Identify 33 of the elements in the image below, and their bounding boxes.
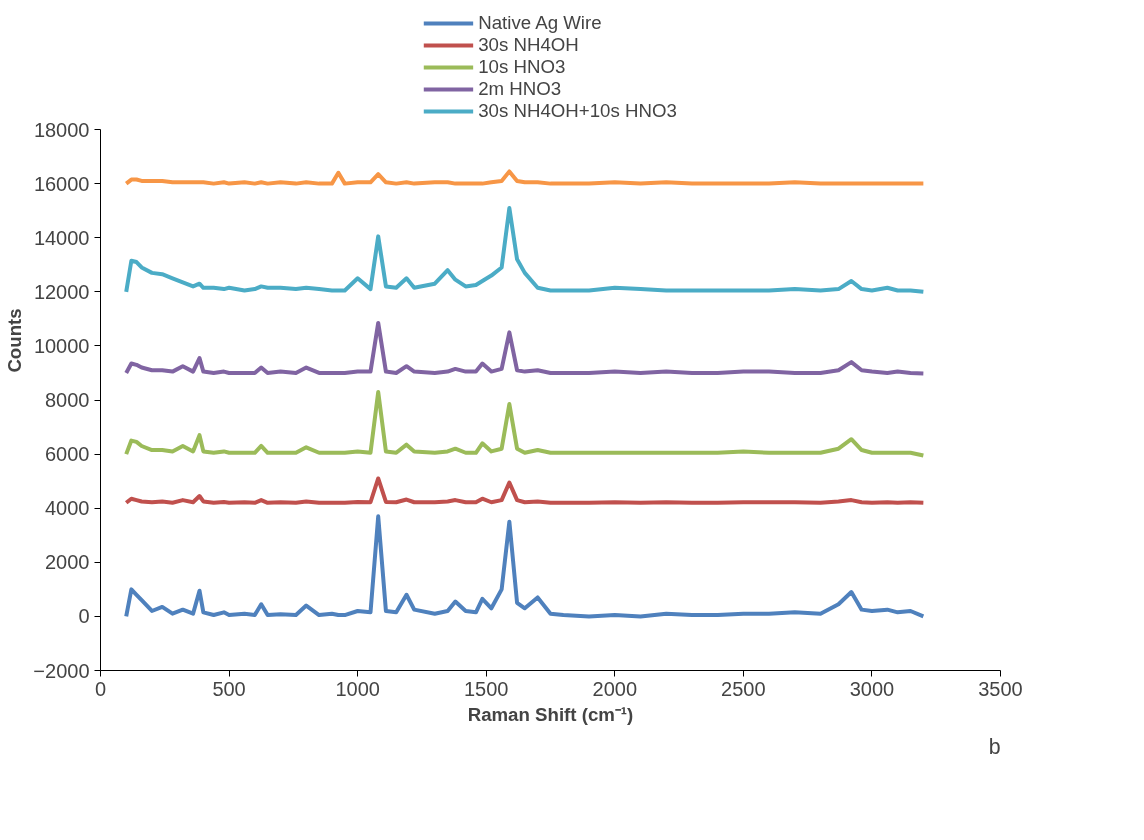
y-tick-label: 14000	[33, 226, 90, 249]
legend-label: 10s HNO3	[478, 56, 566, 78]
x-tick-label: 3500	[978, 677, 1023, 700]
line-series	[124, 205, 926, 294]
y-tick-label: −2000	[33, 659, 90, 682]
x-axis-title: Raman Shift (cm⁻¹)	[467, 703, 634, 725]
x-tick-label: 2500	[721, 677, 766, 700]
x-tick-label: 1000	[335, 677, 380, 700]
line-series	[124, 389, 926, 458]
legend-label: 30s NH4OH	[478, 34, 579, 56]
legend-label: Native Ag Wire	[478, 12, 602, 34]
y-tick-label: 12000	[33, 280, 90, 303]
legend-label: 2m HNO3	[478, 78, 562, 100]
text: b	[988, 734, 1001, 759]
line-series	[124, 514, 926, 619]
x-tick-label: 0	[94, 677, 107, 700]
legend-label: 30s NH4OH+10s HNO3	[478, 100, 677, 122]
y-tick-label: 4000	[45, 497, 90, 520]
x-tick-label: 500	[212, 677, 246, 700]
y-tick-label: 0	[78, 605, 90, 628]
x-tick-label: 3000	[849, 677, 895, 700]
line-series	[124, 476, 926, 505]
line-series	[124, 320, 926, 376]
y-tick-label: 2000	[45, 551, 90, 574]
y-tick-label: 8000	[45, 389, 90, 412]
x-tick-label: 2000	[592, 677, 638, 700]
y-tick-label: 16000	[33, 172, 90, 195]
line-series	[124, 169, 926, 186]
y-tick-label: 10000	[33, 334, 90, 357]
y-axis-title: Counts	[4, 308, 26, 373]
y-tick-label: 6000	[45, 443, 90, 466]
x-tick-label: 1500	[463, 677, 509, 700]
y-tick-label: 18000	[33, 118, 90, 141]
